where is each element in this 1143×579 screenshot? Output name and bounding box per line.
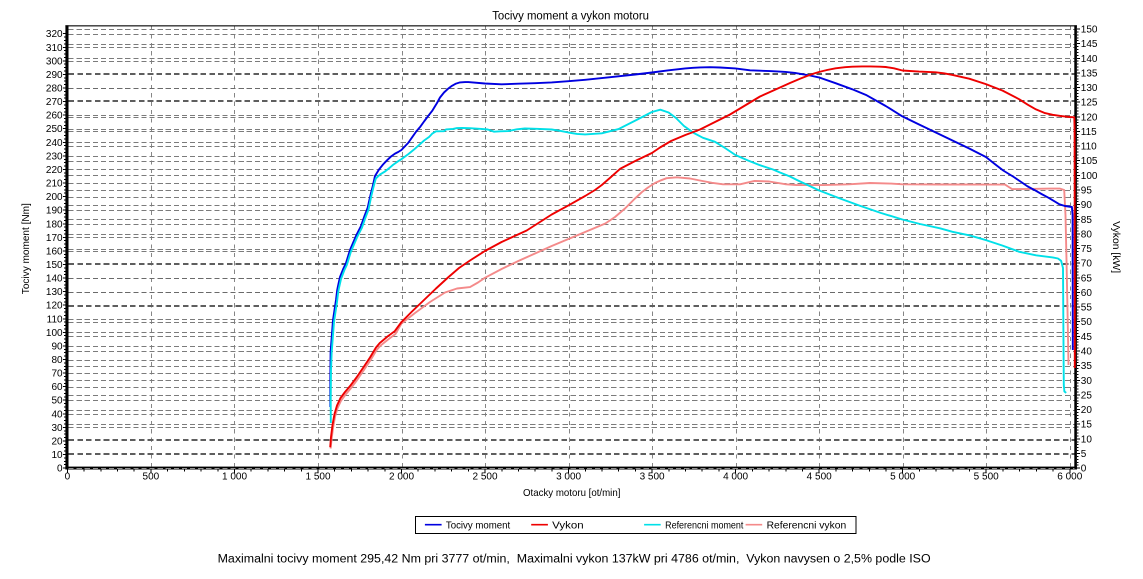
svg-text:310: 310 bbox=[46, 43, 63, 54]
svg-text:0: 0 bbox=[57, 464, 63, 475]
svg-text:3 000: 3 000 bbox=[556, 472, 581, 483]
svg-text:120: 120 bbox=[46, 301, 63, 312]
svg-text:290: 290 bbox=[46, 70, 63, 81]
svg-text:4 000: 4 000 bbox=[723, 472, 748, 483]
svg-text:10: 10 bbox=[1081, 434, 1093, 445]
svg-text:85: 85 bbox=[1081, 215, 1093, 226]
svg-text:Tocivy moment: Tocivy moment bbox=[446, 521, 511, 532]
svg-text:200: 200 bbox=[46, 192, 63, 203]
svg-text:130: 130 bbox=[46, 287, 63, 298]
svg-text:190: 190 bbox=[46, 206, 63, 217]
svg-text:140: 140 bbox=[1081, 54, 1098, 65]
svg-text:100: 100 bbox=[1081, 171, 1098, 182]
svg-text:Tocivy moment a vykon motoru: Tocivy moment a vykon motoru bbox=[492, 10, 649, 22]
svg-text:320: 320 bbox=[46, 29, 63, 40]
svg-text:1 000: 1 000 bbox=[222, 472, 247, 483]
svg-text:250: 250 bbox=[46, 124, 63, 135]
svg-text:115: 115 bbox=[1081, 127, 1097, 138]
svg-text:120: 120 bbox=[1081, 112, 1098, 123]
svg-text:70: 70 bbox=[1081, 259, 1093, 270]
svg-text:30: 30 bbox=[1081, 376, 1093, 387]
svg-text:80: 80 bbox=[1081, 229, 1093, 240]
svg-text:150: 150 bbox=[1081, 25, 1098, 36]
svg-text:500: 500 bbox=[143, 472, 160, 483]
svg-text:40: 40 bbox=[51, 409, 63, 420]
svg-text:230: 230 bbox=[46, 151, 63, 162]
svg-text:Otacky motoru [ot/min]: Otacky motoru [ot/min] bbox=[523, 487, 620, 499]
svg-text:30: 30 bbox=[51, 423, 63, 434]
svg-text:110: 110 bbox=[1081, 142, 1097, 153]
svg-text:80: 80 bbox=[51, 355, 63, 366]
svg-text:135: 135 bbox=[1081, 68, 1098, 79]
svg-text:260: 260 bbox=[46, 111, 63, 122]
svg-text:270: 270 bbox=[46, 97, 63, 108]
svg-text:Maximalni tocivy moment 295,42: Maximalni tocivy moment 295,42 Nm pri 37… bbox=[218, 553, 931, 565]
svg-text:6 000: 6 000 bbox=[1057, 472, 1082, 483]
svg-text:5 500: 5 500 bbox=[974, 472, 999, 483]
svg-text:280: 280 bbox=[46, 84, 63, 95]
svg-text:60: 60 bbox=[51, 382, 63, 393]
svg-text:90: 90 bbox=[1081, 200, 1093, 211]
svg-text:300: 300 bbox=[46, 56, 63, 67]
svg-text:75: 75 bbox=[1081, 244, 1093, 255]
svg-text:90: 90 bbox=[51, 341, 63, 352]
svg-text:105: 105 bbox=[1081, 156, 1098, 167]
svg-text:5: 5 bbox=[1081, 449, 1087, 460]
svg-text:210: 210 bbox=[46, 179, 63, 190]
svg-text:40: 40 bbox=[1081, 347, 1093, 358]
svg-text:70: 70 bbox=[51, 369, 63, 380]
svg-text:145: 145 bbox=[1081, 39, 1098, 50]
svg-text:125: 125 bbox=[1081, 98, 1098, 109]
svg-text:95: 95 bbox=[1081, 186, 1093, 197]
svg-text:180: 180 bbox=[46, 219, 63, 230]
svg-text:Referencni vykon: Referencni vykon bbox=[767, 521, 847, 532]
svg-text:50: 50 bbox=[51, 396, 63, 407]
svg-text:170: 170 bbox=[46, 233, 63, 244]
svg-text:Tocivy moment [Nm]: Tocivy moment [Nm] bbox=[20, 203, 32, 294]
svg-text:Vykon: Vykon bbox=[552, 521, 584, 532]
svg-text:240: 240 bbox=[46, 138, 63, 149]
svg-text:160: 160 bbox=[46, 246, 63, 257]
svg-text:100: 100 bbox=[46, 328, 63, 339]
svg-text:60: 60 bbox=[1081, 288, 1093, 299]
svg-text:10: 10 bbox=[51, 450, 63, 461]
svg-text:0: 0 bbox=[1081, 464, 1087, 475]
svg-text:65: 65 bbox=[1081, 273, 1093, 284]
svg-text:25: 25 bbox=[1081, 390, 1093, 401]
svg-text:20: 20 bbox=[51, 437, 63, 448]
svg-text:5 000: 5 000 bbox=[890, 472, 915, 483]
svg-text:15: 15 bbox=[1081, 420, 1093, 431]
svg-text:2 000: 2 000 bbox=[389, 472, 414, 483]
svg-text:35: 35 bbox=[1081, 361, 1093, 372]
svg-text:20: 20 bbox=[1081, 405, 1093, 416]
svg-text:3 500: 3 500 bbox=[640, 472, 665, 483]
svg-text:Vykon [kW]: Vykon [kW] bbox=[1110, 221, 1122, 273]
svg-text:2 500: 2 500 bbox=[472, 472, 497, 483]
svg-text:4 500: 4 500 bbox=[807, 472, 832, 483]
svg-text:55: 55 bbox=[1081, 303, 1093, 314]
svg-text:220: 220 bbox=[46, 165, 63, 176]
svg-text:50: 50 bbox=[1081, 317, 1093, 328]
svg-text:140: 140 bbox=[46, 274, 63, 285]
svg-text:110: 110 bbox=[47, 314, 63, 325]
svg-text:0: 0 bbox=[65, 472, 71, 483]
svg-text:Referencni moment: Referencni moment bbox=[665, 521, 743, 532]
svg-text:45: 45 bbox=[1081, 332, 1093, 343]
svg-text:150: 150 bbox=[46, 260, 63, 271]
svg-text:130: 130 bbox=[1081, 83, 1098, 94]
svg-text:1 500: 1 500 bbox=[305, 472, 330, 483]
